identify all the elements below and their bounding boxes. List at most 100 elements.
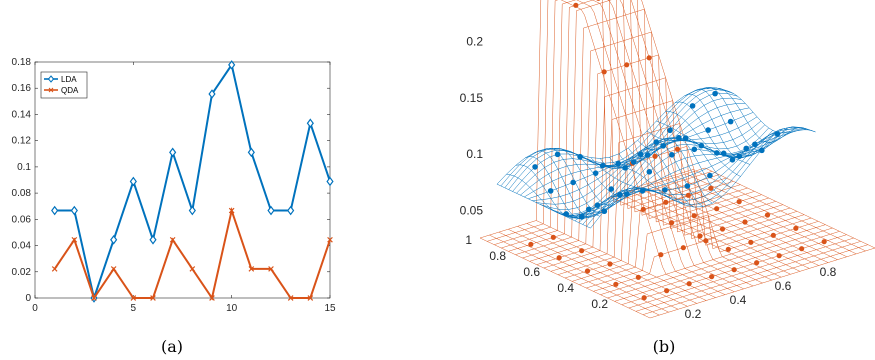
- x-tick-label: 15: [324, 303, 336, 314]
- x-tick-label: 5: [131, 303, 137, 314]
- qda-data-point: [624, 62, 630, 68]
- qda-mesh-line: [529, 31, 755, 262]
- data-point-qda: [189, 266, 196, 272]
- y-tick-label: 0.1: [17, 162, 31, 173]
- lda-data-point: [714, 150, 720, 156]
- surface-chart-panel: 0.05 0.1 0.15 0.2 0.2 0.4 0.6 0.8 1 0.2 0.4 0.6 0.8: [460, 0, 875, 321]
- lda-data-point: [532, 164, 538, 170]
- x-tick-label-3d: 0.6: [775, 279, 792, 293]
- lda-data-point: [720, 150, 727, 157]
- lda-data-point: [644, 152, 651, 158]
- y-tick-label: 0.04: [12, 241, 32, 252]
- qda-data-point: [579, 248, 585, 254]
- data-point-lda: [70, 205, 78, 216]
- qda-mesh-line: [579, 191, 805, 285]
- qda-data-point: [663, 199, 669, 205]
- lda-mesh-line: [547, 130, 773, 218]
- lda-data-point: [599, 162, 606, 169]
- qda-data-point: [736, 199, 742, 205]
- qda-data-point: [685, 192, 691, 198]
- lda-data-point: [729, 157, 736, 163]
- legend-box: [40, 71, 88, 99]
- lda-data-point: [617, 192, 623, 198]
- lda-data-point: [662, 187, 668, 193]
- lda-data-point: [774, 131, 781, 137]
- data-point-lda: [287, 205, 295, 216]
- lda-mesh-line: [712, 87, 807, 143]
- data-point-lda: [129, 176, 137, 187]
- z-tick-label: 0.1: [466, 147, 483, 161]
- qda-mesh-line: [515, 0, 741, 255]
- y-tick-label: 0.06: [12, 214, 32, 225]
- qda-data-point: [584, 268, 591, 274]
- qda-data-point: [703, 238, 709, 244]
- lda-data-point: [601, 208, 608, 215]
- lda-data-point: [705, 127, 711, 133]
- y-tick-label-3d: 0.6: [523, 265, 540, 279]
- qda-data-point: [664, 288, 670, 294]
- lda-data-point: [624, 191, 630, 197]
- data-point-qda: [228, 207, 235, 214]
- lda-mesh-line: [555, 132, 781, 219]
- qda-data-point: [708, 185, 714, 191]
- lda-mesh-line: [703, 87, 797, 151]
- lda-data-point: [752, 141, 758, 148]
- data-point-qda: [91, 295, 97, 301]
- data-point-qda: [169, 236, 176, 243]
- data-point-lda: [306, 118, 314, 129]
- qda-data-point: [640, 206, 646, 212]
- y-tick-label: 0.08: [12, 188, 32, 199]
- lda-data-point: [743, 145, 750, 152]
- lda-data-point: [594, 202, 601, 208]
- qda-mesh-line: [543, 77, 769, 269]
- lda-mesh-line: [508, 89, 734, 190]
- lda-mesh-line: [539, 124, 766, 210]
- qda-data-point: [776, 253, 782, 259]
- qda-mesh-line: [557, 123, 783, 275]
- x-tick-label-3d: 0.4: [730, 293, 747, 307]
- data-point-lda: [228, 60, 236, 70]
- lda-data-point: [675, 134, 682, 141]
- lda-data-point: [736, 153, 743, 160]
- qda-data-point: [607, 261, 613, 267]
- lda-mesh-line: [516, 97, 742, 194]
- lda-data-point: [615, 160, 621, 167]
- legend-label: QDA: [61, 86, 79, 95]
- x-tick-label-3d: 0.8: [820, 265, 837, 279]
- lda-data-point: [712, 90, 718, 97]
- qda-mesh-line: [508, 0, 734, 252]
- x-tick-label-3d: 0.2: [685, 307, 702, 321]
- qda-data-point: [658, 252, 664, 258]
- lda-data-point: [689, 103, 696, 109]
- z-tick-label: 0.05: [460, 203, 484, 217]
- lda-data-point: [579, 214, 585, 220]
- data-point-qda: [51, 266, 58, 272]
- z-tick-label: 0.15: [460, 91, 484, 105]
- lda-data-point: [684, 183, 691, 189]
- qda-data-point: [714, 206, 720, 212]
- y-tick-label-3d: 0.2: [591, 297, 608, 311]
- qda-data-point: [709, 274, 715, 280]
- qda-mesh-line: [635, 241, 861, 312]
- qda-mesh-line: [642, 244, 868, 315]
- data-point-qda: [150, 295, 156, 301]
- lda-data-point: [547, 188, 554, 194]
- data-point-qda: [110, 266, 117, 272]
- qda-data-point: [748, 239, 754, 245]
- y-tick-label-3d: 0.8: [489, 249, 506, 263]
- lda-data-point: [630, 159, 637, 165]
- qda-data-point: [613, 281, 619, 287]
- data-point-qda: [287, 295, 294, 301]
- lda-mesh-line: [496, 88, 723, 185]
- y-tick-label: 0: [25, 293, 31, 304]
- qda-mesh-line: [572, 168, 798, 282]
- lda-data-point: [563, 211, 570, 217]
- lda-data-point: [570, 179, 576, 186]
- lda-mesh-line: [500, 87, 726, 187]
- y-tick-label: 0.02: [12, 267, 32, 278]
- lda-data-point: [637, 151, 644, 158]
- data-point-qda: [71, 236, 78, 243]
- qda-data-point: [764, 212, 771, 218]
- qda-data-point: [596, 0, 601, 1]
